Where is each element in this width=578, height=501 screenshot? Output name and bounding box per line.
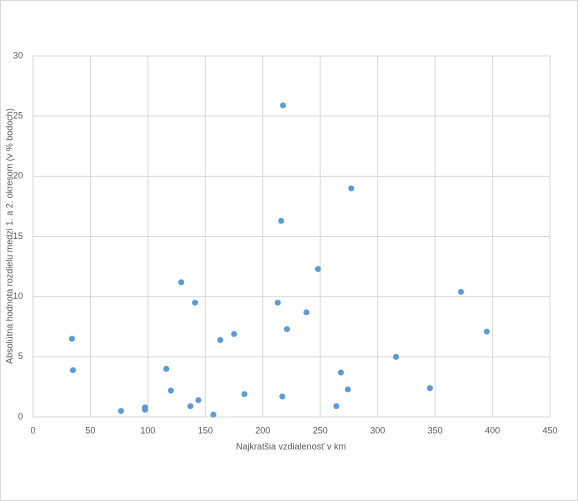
point [457, 288, 464, 295]
point [279, 102, 286, 109]
point [163, 365, 170, 372]
x-tick-label: 300 [370, 425, 385, 435]
point [195, 397, 202, 404]
point [191, 299, 198, 306]
point [231, 330, 238, 337]
point [68, 335, 75, 342]
x-tick-label: 50 [85, 425, 95, 435]
y-tick-label: 15 [13, 231, 23, 241]
point [283, 326, 290, 333]
point [344, 386, 351, 393]
x-tick-label: 100 [140, 425, 155, 435]
y-tick-label: 25 [13, 111, 23, 121]
point [314, 265, 321, 272]
y-axis-title: Absolútna hodnota rozdielu medzi 1. a 2.… [4, 108, 14, 364]
x-tick-label: 400 [485, 425, 500, 435]
point [333, 403, 340, 410]
point [241, 391, 248, 398]
point [69, 367, 76, 374]
point [142, 406, 149, 413]
y-tick-label: 5 [18, 351, 23, 361]
point [187, 403, 194, 410]
point [217, 336, 224, 343]
x-tick-label: 150 [198, 425, 213, 435]
point [274, 299, 281, 306]
y-tick-label: 20 [13, 171, 23, 181]
point [303, 309, 310, 316]
point [348, 185, 355, 192]
point [393, 353, 400, 360]
point [278, 217, 285, 224]
x-tick-label: 0 [30, 425, 35, 435]
point [178, 279, 185, 286]
x-axis-title: Najkratšia vzdialenosť v km [236, 441, 346, 451]
x-tick-label: 250 [313, 425, 328, 435]
point [118, 407, 125, 414]
y-tick-label: 30 [13, 50, 23, 60]
point [483, 328, 490, 335]
point [167, 387, 174, 394]
point [210, 411, 217, 418]
y-tick-label: 10 [13, 291, 23, 301]
point [279, 393, 286, 400]
x-tick-label: 350 [428, 425, 443, 435]
x-tick-label: 450 [542, 425, 557, 435]
point [426, 385, 433, 392]
y-tick-label: 0 [18, 411, 23, 421]
point [337, 369, 344, 376]
x-tick-label: 200 [255, 425, 270, 435]
